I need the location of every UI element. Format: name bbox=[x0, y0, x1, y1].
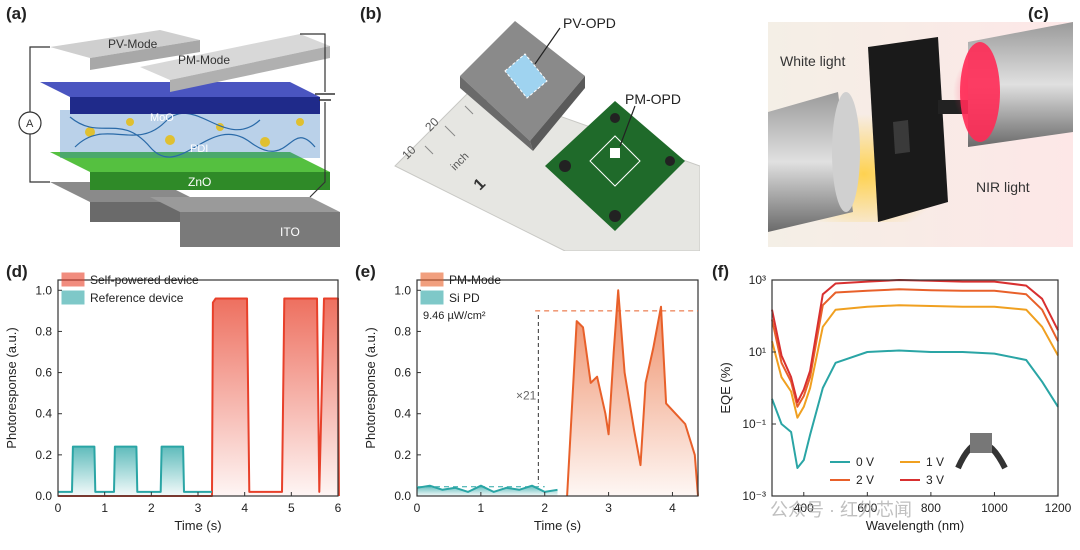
y-tick-label-d-3: 0.6 bbox=[35, 366, 52, 380]
chart-f: 400 600 800 1000 1200 10⁻³ 10⁻¹ 10¹ 10³ Wavelengt… bbox=[718, 273, 1072, 533]
y-tick-label-e-1: 0.2 bbox=[394, 448, 411, 462]
svg-text:A: A bbox=[26, 118, 34, 130]
x-axis-label-e: Time (s) bbox=[534, 518, 581, 533]
device-schematic: ITO ZnO PDI MoO PV-Mode PM-Mode A bbox=[18, 30, 340, 247]
x-tick-label-e-1: 1 bbox=[478, 501, 485, 515]
x-tick-label-f-4: 1200 bbox=[1045, 501, 1072, 515]
panel-label-b: (b) bbox=[360, 4, 382, 23]
y-tick-label-f-3: 10³ bbox=[749, 273, 766, 287]
y-tick-label-f-1: 10⁻¹ bbox=[742, 417, 766, 431]
series-area-d-1 bbox=[58, 446, 212, 496]
x-tick-label-d-3: 3 bbox=[195, 501, 202, 515]
legend-label-e-1: Si PD bbox=[449, 291, 480, 305]
lighting-photo: White light NIR light bbox=[768, 22, 1073, 247]
y-axis-label-d: Photoresponse (a.u.) bbox=[4, 327, 19, 448]
legend-label-f-3: 3 V bbox=[926, 473, 944, 487]
x-axis-label-f: Wavelength (nm) bbox=[866, 518, 965, 533]
legend-label-d-1: Reference device bbox=[90, 291, 184, 305]
legend-label-f-2: 2 V bbox=[856, 473, 874, 487]
y-tick-label-d-1: 0.2 bbox=[35, 448, 52, 462]
watermark: 公众号 · 红外芯闻 bbox=[770, 500, 912, 520]
y-axis-label-e: Photoresponse (a.u.) bbox=[363, 327, 378, 448]
x-tick-label-e-4: 4 bbox=[669, 501, 676, 515]
legend-swatch-d-0 bbox=[61, 272, 85, 287]
annotation-intensity: 9.46 µW/cm² bbox=[423, 310, 486, 322]
panel-label-e: (e) bbox=[355, 262, 376, 281]
series-line-d-1 bbox=[58, 445, 212, 493]
pm-opd-board bbox=[545, 101, 685, 231]
series-area-e-1 bbox=[417, 485, 558, 496]
plot-frame-f bbox=[771, 279, 1059, 497]
y-tick-label-e-5: 1.0 bbox=[394, 283, 411, 297]
x-tick-label-e-3: 3 bbox=[605, 501, 612, 515]
series-line-f-0 bbox=[771, 349, 1059, 469]
x-tick-label-f-1: 600 bbox=[857, 501, 877, 515]
device-photo: 10 20 inch 1 PV-OPD PM-OPD bbox=[385, 6, 700, 251]
legend-swatch-e-0 bbox=[420, 272, 444, 287]
layer-label-active: PDI bbox=[190, 143, 208, 155]
callout-pv-opd: PV-OPD bbox=[563, 15, 616, 31]
series-line-f-1 bbox=[771, 304, 1059, 419]
panel-label-f: (f) bbox=[712, 262, 729, 281]
ammeter-icon bbox=[18, 111, 42, 135]
panel-label-c: (c) bbox=[1028, 4, 1049, 23]
y-tick-label-d-4: 0.8 bbox=[35, 324, 52, 338]
y-tick-label-d-2: 0.4 bbox=[35, 407, 52, 421]
series-area-e-0 bbox=[567, 290, 698, 496]
x-tick-label-d-4: 4 bbox=[241, 501, 248, 515]
y-tick-label-e-0: 0.0 bbox=[394, 489, 411, 503]
x-tick-label-f-0: 400 bbox=[794, 501, 814, 515]
legend-swatch-e-1 bbox=[420, 290, 444, 305]
plot-frame-e bbox=[416, 279, 699, 497]
series-line-e-0 bbox=[566, 289, 699, 497]
x-tick-label-d-6: 6 bbox=[335, 501, 342, 515]
layer-label-zno: ZnO bbox=[188, 175, 211, 189]
x-tick-label-d-0: 0 bbox=[55, 501, 62, 515]
series-line-f-2 bbox=[771, 288, 1059, 408]
x-tick-label-d-1: 1 bbox=[101, 501, 108, 515]
y-tick-label-f-2: 10¹ bbox=[749, 345, 766, 359]
legend-label-f-0: 0 V bbox=[856, 455, 874, 469]
y-tick-label-f-0: 10⁻³ bbox=[742, 489, 766, 503]
callout-white-light: White light bbox=[780, 53, 845, 69]
y-tick-label-e-4: 0.8 bbox=[394, 324, 411, 338]
panel-label-d: (d) bbox=[6, 262, 28, 281]
y-tick-label-e-2: 0.4 bbox=[394, 407, 411, 421]
series-line-d-0 bbox=[58, 297, 340, 497]
x-axis-label-d: Time (s) bbox=[174, 518, 221, 533]
white-light-source bbox=[768, 92, 853, 232]
annotation-ratio: ×21 bbox=[516, 388, 537, 402]
legend-label-e-0: PM-Mode bbox=[449, 273, 501, 287]
series-area-d-0 bbox=[58, 298, 339, 496]
legend-label-f-1: 1 V bbox=[926, 455, 944, 469]
chart-e: 0 1 2 3 4 0.0 0.2 0.4 0.6 0.8 1.0 Time (s) Photoresp… bbox=[363, 272, 699, 533]
layer-label-moo: MoO bbox=[150, 112, 174, 124]
x-tick-label-d-5: 5 bbox=[288, 501, 295, 515]
inset-flexible-device bbox=[950, 418, 1010, 473]
legend-label-d-0: Self-powered device bbox=[90, 273, 199, 287]
panel-label-a: (a) bbox=[6, 4, 27, 23]
x-tick-label-d-2: 2 bbox=[148, 501, 155, 515]
series-line-f-3 bbox=[771, 279, 1059, 404]
y-tick-label-d-0: 0.0 bbox=[35, 489, 52, 503]
layer-label-ito: ITO bbox=[280, 225, 300, 239]
legend-swatch-d-1 bbox=[61, 290, 85, 305]
layer-label-pv-mode: PV-Mode bbox=[108, 37, 158, 51]
layer-label-pm-mode: PM-Mode bbox=[178, 53, 230, 67]
x-tick-label-e-0: 0 bbox=[414, 501, 421, 515]
y-tick-label-d-5: 1.0 bbox=[35, 283, 52, 297]
chart-d: 0 1 2 3 4 5 6 0.0 0.2 0.4 0.6 0.8 1.0 Time (s) Photore… bbox=[4, 272, 342, 533]
y-tick-label-e-3: 0.6 bbox=[394, 366, 411, 380]
x-tick-label-f-3: 1000 bbox=[981, 501, 1008, 515]
x-tick-label-f-2: 800 bbox=[921, 501, 941, 515]
callout-nir-light: NIR light bbox=[976, 179, 1030, 195]
y-axis-label-f: EQE (%) bbox=[718, 362, 733, 413]
callout-pm-opd: PM-OPD bbox=[625, 91, 681, 107]
x-tick-label-e-2: 2 bbox=[541, 501, 548, 515]
